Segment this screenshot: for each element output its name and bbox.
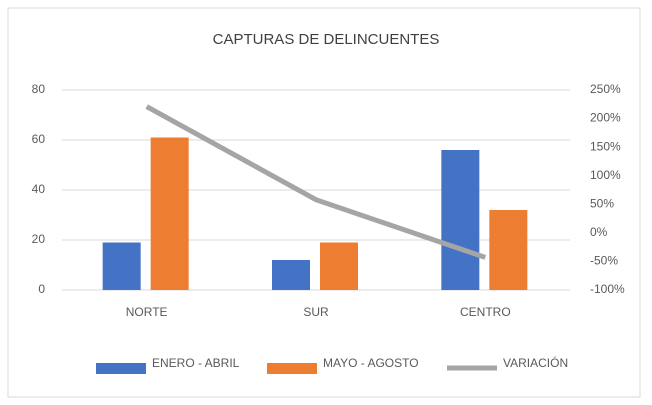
bar bbox=[441, 150, 480, 290]
y-tick-label: 80 bbox=[32, 82, 46, 96]
bar bbox=[102, 242, 141, 290]
y-tick-label: 20 bbox=[32, 232, 46, 246]
y2-tick-label: 100% bbox=[590, 168, 621, 182]
y2-tick-label: -50% bbox=[590, 254, 618, 268]
bar bbox=[150, 137, 189, 290]
y2-tick-label: 50% bbox=[590, 196, 614, 210]
legend-label: VARIACIÓN bbox=[503, 355, 568, 370]
chart-title: CAPTURAS DE DELINCUENTES bbox=[213, 31, 440, 48]
y-tick-label: 60 bbox=[32, 132, 46, 146]
y2-tick-label: 150% bbox=[590, 139, 621, 153]
y2-tick-label: 200% bbox=[590, 111, 621, 125]
bar bbox=[489, 210, 528, 290]
bar bbox=[272, 260, 310, 290]
x-tick-label: SUR bbox=[303, 305, 329, 319]
y2-tick-label: -100% bbox=[590, 282, 625, 296]
y-tick-label: 0 bbox=[38, 282, 45, 296]
y-tick-label: 40 bbox=[32, 182, 46, 196]
legend-swatch bbox=[267, 363, 317, 374]
line bbox=[145, 104, 487, 260]
x-tick-label: CENTRO bbox=[460, 305, 511, 319]
legend-swatch bbox=[96, 363, 146, 374]
x-tick-label: NORTE bbox=[126, 305, 168, 319]
y2-tick-label: 250% bbox=[590, 82, 621, 96]
y2-tick-label: 0% bbox=[590, 225, 608, 239]
legend-label: MAYO - AGOSTO bbox=[323, 356, 419, 370]
bar bbox=[320, 242, 358, 290]
legend-label: ENERO - ABRIL bbox=[152, 356, 240, 370]
